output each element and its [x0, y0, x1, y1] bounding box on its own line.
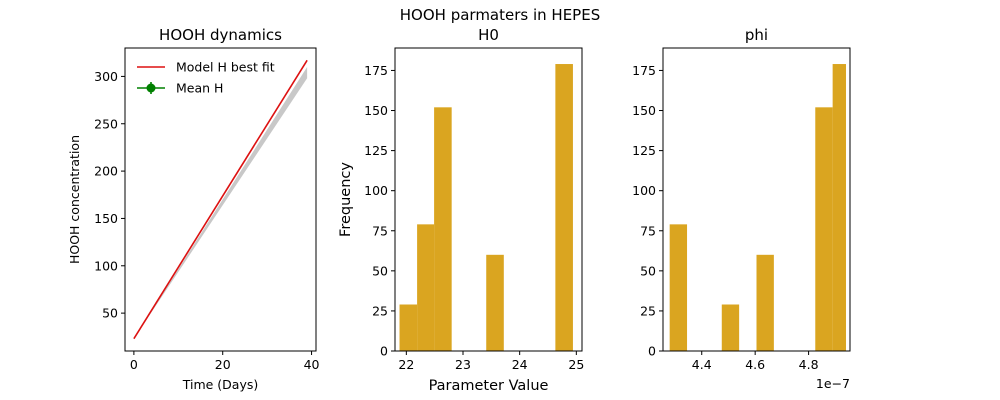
phi-histogram-panel: 4.4 4.6 4.8 0 25 50 75 100 125 150 175 phi 1e−7 [632, 26, 851, 391]
y-tick-label: 175 [364, 63, 388, 78]
y-tick-label: 100 [94, 258, 118, 273]
plot-frame [394, 47, 583, 352]
panel-title: phi [745, 26, 768, 44]
histogram-bar [434, 107, 452, 351]
y-tick-label: 200 [94, 164, 118, 179]
y-tick-label: 150 [94, 211, 118, 226]
y-tick-label: 125 [632, 143, 656, 158]
legend-label: Model H best fit [176, 60, 275, 75]
y-tick-label: 25 [640, 303, 656, 318]
y-tick-label: 300 [94, 69, 118, 84]
series-line-best-fit [133, 59, 308, 340]
x-tick-label: 24 [512, 357, 528, 372]
x-tick-label: 22 [398, 357, 414, 372]
legend: Model H best fit Mean H [137, 60, 275, 96]
y-tick-label: 100 [364, 183, 388, 198]
x-tick-label: 23 [455, 357, 471, 372]
histogram-bar [815, 107, 833, 351]
hooh-dynamics-panel: 0 20 40 50 100 150 200 250 300 HOOH dynamics Time … [67, 26, 320, 392]
histogram-bar [669, 224, 688, 351]
y-tick-label: 150 [632, 103, 656, 118]
y-tick-label: 100 [632, 183, 656, 198]
y-tick-label: 0 [648, 344, 656, 359]
y-tick-label: 175 [632, 63, 656, 78]
x-axis-label: Parameter Value [429, 378, 549, 394]
histogram-bar [721, 304, 740, 351]
plot-frame [662, 47, 851, 352]
y-tick-label: 50 [372, 263, 388, 278]
model-runs-band [133, 66, 308, 339]
y-tick-label: 250 [94, 116, 118, 131]
y-axis-label: HOOH concentration [67, 135, 82, 264]
panel-title: HOOH dynamics [159, 26, 282, 44]
figure-suptitle: HOOH parmaters in HEPES [400, 6, 600, 24]
legend-swatch-marker [146, 83, 156, 93]
x-offset-label: 1e−7 [816, 376, 850, 391]
y-tick-label: 150 [364, 103, 388, 118]
x-axis-label: Time (Days) [182, 377, 259, 392]
x-tick-label: 4.6 [745, 357, 765, 372]
h0-histogram-panel: 22 23 24 25 0 25 50 75 100 125 150 175 H0 Parameter V… [338, 26, 584, 394]
y-axis-label: Frequency [338, 162, 354, 237]
x-tick-label: 20 [215, 357, 231, 372]
plot-frame [124, 47, 317, 352]
y-tick-label: 50 [640, 263, 656, 278]
x-tick-label: 0 [130, 357, 138, 372]
histogram-bar [832, 64, 846, 352]
x-tick-label: 25 [568, 357, 584, 372]
x-tick-label: 40 [304, 357, 320, 372]
legend-label: Mean H [176, 81, 223, 96]
y-tick-label: 75 [372, 223, 388, 238]
histogram-bar [555, 64, 573, 352]
histogram-bar [756, 254, 774, 351]
histogram-bar [486, 254, 504, 351]
y-tick-label: 125 [364, 143, 388, 158]
histogram-bar [417, 224, 435, 351]
y-tick-label: 75 [640, 223, 656, 238]
x-tick-label: 4.4 [692, 357, 712, 372]
x-tick-label: 4.8 [799, 357, 819, 372]
histogram-bar [399, 304, 418, 351]
panel-title: H0 [478, 26, 499, 44]
y-tick-label: 0 [380, 344, 388, 359]
y-tick-label: 25 [372, 303, 388, 318]
y-tick-label: 50 [102, 306, 118, 321]
